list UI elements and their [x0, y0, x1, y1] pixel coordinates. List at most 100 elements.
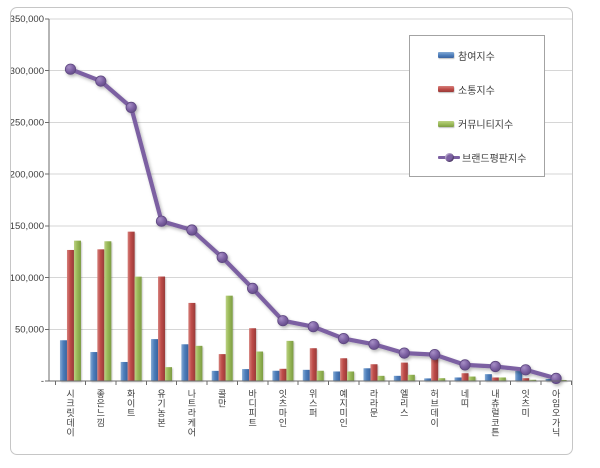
- bar-참여지수-잇츠미: [515, 370, 523, 381]
- line-marker-콜만: [216, 251, 228, 263]
- bar-커뮤니티지수-시크릿데이: [73, 240, 81, 381]
- bar-참여지수-시크릿데이: [59, 340, 67, 381]
- bar-참여지수-네띠: [454, 377, 462, 381]
- bar-참여지수-예지미인: [333, 371, 341, 381]
- legend-dot-icon: [445, 153, 454, 163]
- bar-참여지수-잇츠마인: [272, 370, 280, 381]
- bar-커뮤니티지수-좋은느낌: [104, 241, 112, 381]
- line-marker-잇츠미: [520, 364, 532, 376]
- bar-커뮤니티지수-잇츠미: [529, 379, 537, 381]
- bar-참여지수-허브데이: [424, 378, 432, 381]
- bar-소통지수-유기농본: [158, 276, 166, 381]
- bar-소통지수-예지미인: [340, 358, 348, 381]
- line-marker-유기농본: [155, 215, 168, 227]
- line-marker-좋은느낌: [95, 75, 107, 87]
- line-marker-네띠: [459, 359, 471, 371]
- line-marker-예지미인: [337, 332, 350, 345]
- bar-참여지수-좋은느낌: [90, 352, 98, 381]
- chart-plot: - 50,000 100,000 150,000 200,000 250,000 300,0…: [11, 14, 572, 437]
- legend-item-community: 커뮤니티지수: [438, 115, 540, 133]
- chart-frame: - 50,000 100,000 150,000 200,000 250,000 300,0…: [10, 7, 573, 455]
- y-axis-label: 300,000: [11, 66, 44, 77]
- bar-소통지수-내츄럴코튼: [491, 377, 499, 381]
- bar-커뮤니티지수-잇츠마인: [286, 340, 294, 381]
- bar-소통지수-라라문: [370, 364, 378, 381]
- bar-소통지수-위스퍼: [309, 348, 317, 381]
- bar-소통지수-콜만: [218, 354, 226, 381]
- legend-item-participation: 참여지수: [438, 46, 540, 64]
- line-marker-화이트: [125, 101, 137, 114]
- bar-소통지수-좋은느낌: [97, 249, 105, 381]
- line-marker-엘리스: [398, 347, 410, 359]
- legend-marker-brand-reputation-icon: [438, 153, 460, 163]
- bar-참여지수-위스퍼: [302, 369, 310, 381]
- bar-참여지수-바디피트: [242, 369, 250, 381]
- bar-소통지수-화이트: [127, 231, 135, 381]
- legend-marker-participation-icon: [438, 52, 454, 58]
- legend-marker-community-icon: [438, 120, 454, 127]
- bar-커뮤니티지수-화이트: [134, 276, 142, 381]
- bar-참여지수-라라문: [363, 368, 371, 381]
- y-axis-label: 200,000: [11, 169, 44, 180]
- line-marker-허브데이: [429, 348, 441, 361]
- legend-marker-communication-icon: [438, 86, 454, 93]
- line-marker-잇츠마인: [277, 315, 289, 327]
- bar-참여지수-나트라케어: [181, 344, 189, 381]
- bar-커뮤니티지수-허브데이: [438, 378, 446, 381]
- bar-참여지수-화이트: [120, 361, 128, 381]
- bar-소통지수-허브데이: [431, 357, 439, 381]
- chart-legend: 참여지수 소통지수 커뮤니티지수 브랜드평판지수: [409, 35, 545, 177]
- bar-커뮤니티지수-내츄럴코튼: [498, 377, 506, 381]
- axes: [45, 18, 572, 385]
- bar-커뮤니티지수-예지미인: [347, 371, 355, 381]
- bar-series: [59, 231, 567, 381]
- line-marker-시크릿데이: [64, 63, 77, 75]
- bar-소통지수-엘리스: [400, 362, 408, 381]
- line-marker-라라문: [368, 338, 380, 350]
- line-marker-바디피트: [247, 282, 259, 294]
- bar-참여지수-콜만: [211, 370, 219, 381]
- bar-커뮤니티지수-아임오가닉: [559, 379, 567, 381]
- bar-소통지수-시크릿데이: [66, 249, 74, 381]
- bar-소통지수-잇츠미: [522, 378, 530, 381]
- legend-label-brand-reputation: 브랜드평판지수: [462, 154, 527, 166]
- x-axis-labels: 시 크 릿 데 이 좋 은 느 낌 화 이 트 유 기 농 본 나 트 라 케 어 콜 만 바 디 피 트 잇 츠 마 인 위 스 퍼 예 지 미 인 라 라…: [66, 388, 561, 437]
- line-marker-나트라케어: [186, 224, 198, 236]
- line-marker-위스퍼: [307, 321, 319, 333]
- bar-커뮤니티지수-유기농본: [165, 367, 173, 381]
- line-marker-내츄럴코튼: [489, 360, 501, 373]
- legend-label-community: 커뮤니티지수: [458, 120, 514, 132]
- bar-참여지수-엘리스: [393, 375, 401, 381]
- y-axis-label: 250,000: [11, 118, 44, 129]
- bar-참여지수-유기농본: [151, 339, 159, 381]
- y-axis-label: -: [41, 376, 44, 387]
- bar-소통지수-나트라케어: [188, 302, 196, 381]
- bar-커뮤니티지수-네띠: [468, 376, 476, 381]
- bar-커뮤니티지수-엘리스: [407, 374, 415, 381]
- y-axis-label: 100,000: [11, 273, 44, 284]
- bar-참여지수-내츄럴코튼: [484, 374, 492, 381]
- bar-커뮤니티지수-라라문: [377, 375, 385, 381]
- legend-label-participation: 참여지수: [458, 51, 495, 63]
- bar-커뮤니티지수-콜만: [225, 295, 233, 381]
- bar-참여지수-아임오가닉: [545, 378, 553, 381]
- y-axis-label: 150,000: [11, 221, 44, 232]
- bar-소통지수-네띠: [461, 373, 469, 381]
- legend-item-communication: 소통지수: [438, 80, 540, 98]
- legend-label-communication: 소통지수: [458, 85, 495, 97]
- bar-커뮤니티지수-바디피트: [256, 351, 264, 381]
